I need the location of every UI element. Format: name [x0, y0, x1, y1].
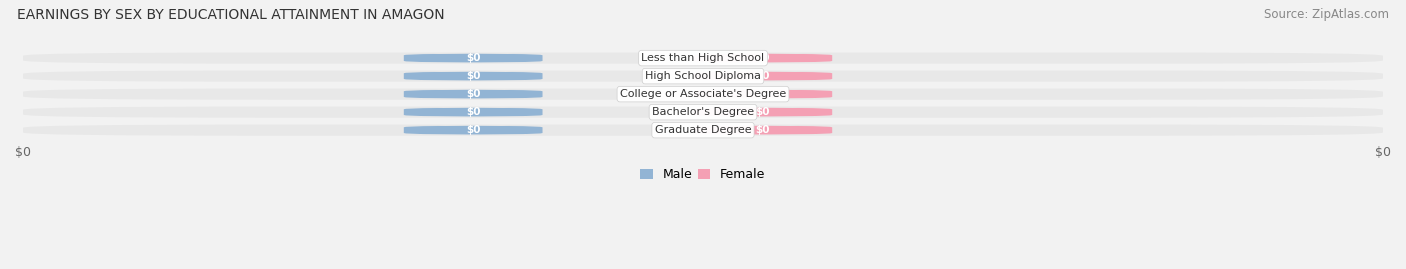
FancyBboxPatch shape	[22, 107, 1384, 118]
Text: EARNINGS BY SEX BY EDUCATIONAL ATTAINMENT IN AMAGON: EARNINGS BY SEX BY EDUCATIONAL ATTAINMEN…	[17, 8, 444, 22]
FancyBboxPatch shape	[22, 125, 1384, 136]
FancyBboxPatch shape	[693, 54, 832, 63]
FancyBboxPatch shape	[693, 125, 832, 135]
FancyBboxPatch shape	[404, 125, 543, 135]
FancyBboxPatch shape	[693, 71, 832, 81]
FancyBboxPatch shape	[404, 71, 543, 81]
Legend: Male, Female: Male, Female	[636, 163, 770, 186]
FancyBboxPatch shape	[693, 107, 832, 117]
Text: $0: $0	[755, 107, 770, 117]
Text: High School Diploma: High School Diploma	[645, 71, 761, 81]
FancyBboxPatch shape	[404, 107, 543, 117]
Text: $0: $0	[755, 71, 770, 81]
FancyBboxPatch shape	[22, 89, 1384, 100]
FancyBboxPatch shape	[404, 54, 543, 63]
Text: $0: $0	[465, 71, 481, 81]
Text: $0: $0	[755, 89, 770, 99]
Text: $0: $0	[755, 125, 770, 135]
Text: Bachelor's Degree: Bachelor's Degree	[652, 107, 754, 117]
FancyBboxPatch shape	[404, 89, 543, 99]
FancyBboxPatch shape	[693, 89, 832, 99]
Text: Source: ZipAtlas.com: Source: ZipAtlas.com	[1264, 8, 1389, 21]
Text: $0: $0	[755, 53, 770, 63]
Text: $0: $0	[465, 125, 481, 135]
FancyBboxPatch shape	[22, 52, 1384, 64]
Text: College or Associate's Degree: College or Associate's Degree	[620, 89, 786, 99]
Text: $0: $0	[465, 53, 481, 63]
FancyBboxPatch shape	[22, 70, 1384, 82]
Text: $0: $0	[465, 89, 481, 99]
Text: Graduate Degree: Graduate Degree	[655, 125, 751, 135]
Text: Less than High School: Less than High School	[641, 53, 765, 63]
Text: $0: $0	[465, 107, 481, 117]
